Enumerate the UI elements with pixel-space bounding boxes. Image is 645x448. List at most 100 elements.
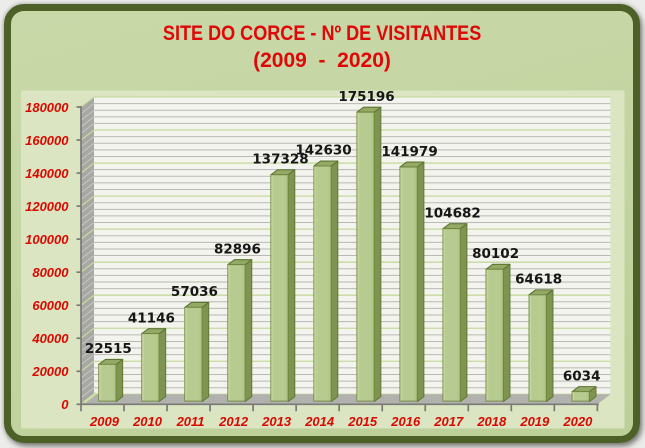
side-wall-line-minor	[80, 301, 95, 313]
side-wall-line-minor	[80, 308, 95, 319]
bar-2015: 175196	[338, 89, 395, 403]
side-wall-line-minor	[80, 149, 95, 161]
x-axis-label: 2018	[476, 414, 507, 429]
side-wall-line-minor	[80, 367, 95, 379]
side-wall-line-minor	[80, 103, 95, 115]
bar-2018: 80102	[472, 246, 519, 403]
x-axis-label: 2014	[304, 414, 335, 429]
bar-side-face	[330, 160, 339, 403]
bar-value-label: 142630	[295, 143, 351, 159]
side-wall-line-minor	[80, 347, 95, 359]
side-wall-line-minor	[80, 380, 95, 392]
x-axis-label: 2009	[89, 414, 120, 429]
bar-value-label: 22515	[85, 341, 132, 357]
bar-value-label: 137328	[252, 151, 308, 167]
y-axis-label: 140000	[25, 166, 69, 181]
side-wall-line-minor	[80, 116, 95, 128]
bar-front-face	[98, 363, 117, 402]
y-axis-label: 80000	[32, 265, 69, 280]
side-wall-line-minor	[80, 156, 95, 167]
bar-side-face	[416, 161, 425, 403]
x-axis-label: 2019	[519, 414, 550, 429]
side-wall-line-minor	[80, 123, 95, 134]
y-axis-label: 20000	[31, 364, 69, 379]
bar-side-face	[459, 223, 468, 403]
bar-2017: 104682	[424, 205, 481, 403]
bar-2010: 41146	[128, 310, 175, 403]
side-wall-line-major	[80, 195, 95, 207]
side-wall-line-major	[80, 327, 95, 339]
side-wall-line-minor	[80, 109, 95, 121]
side-wall-line-minor	[80, 374, 95, 385]
x-axis-label: 2017	[433, 414, 464, 429]
bar-value-label: 64618	[515, 272, 562, 288]
side-wall-line-minor	[80, 255, 95, 266]
x-axis-label: 2012	[218, 414, 249, 429]
side-wall-line-minor	[80, 288, 95, 299]
x-axis-label: 2013	[261, 414, 292, 429]
bar-side-face	[545, 289, 554, 403]
bar-front-face	[399, 166, 418, 402]
side-wall-line-minor	[80, 136, 95, 148]
side-wall-line-minor	[80, 268, 95, 280]
y-axis-label: 0	[61, 397, 69, 412]
gridlines	[94, 96, 611, 395]
bar-2013: 137328	[252, 151, 309, 403]
side-wall-line-major	[80, 96, 95, 108]
side-wall-line-minor	[80, 354, 95, 366]
x-axis-labels: 2009 2010 2011 2012 2013 2014 2015 2016 2017 2018…	[89, 414, 593, 429]
side-wall-line-minor	[80, 222, 95, 233]
x-axis-label: 2015	[347, 414, 378, 429]
x-axis-label: 2020	[562, 414, 593, 429]
side-wall-line-minor	[80, 241, 95, 253]
side-wall-line-minor	[80, 334, 95, 346]
x-axis-label: 2010	[132, 414, 163, 429]
side-wall-line-minor	[80, 321, 95, 333]
side-wall-line-minor	[80, 274, 95, 286]
back-wall	[94, 97, 611, 395]
side-wall-line-minor	[80, 202, 95, 214]
side-wall-line-major	[80, 228, 95, 240]
bar-value-label: 80102	[472, 246, 519, 262]
side-wall-line-major	[80, 162, 95, 174]
side-wall-line-minor	[80, 175, 95, 187]
bar-value-label: 6034	[563, 368, 601, 384]
bar-2016: 141979	[381, 144, 438, 403]
bar-side-face	[287, 169, 296, 403]
bar-2009: 22515	[85, 341, 132, 403]
side-wall-line-minor	[80, 142, 95, 154]
side-wall-line-minor	[80, 215, 95, 227]
side-wall-line-minor	[80, 235, 95, 247]
bar-2012: 82896	[214, 241, 261, 403]
chart-title: SITE DO CORCE - Nº DE VISITANTES	[162, 22, 482, 45]
bar-side-face	[201, 301, 210, 403]
side-wall-line-minor	[80, 387, 95, 399]
bar-2014: 142630	[295, 143, 352, 403]
bar-front-face	[528, 294, 547, 402]
bar-side-face	[502, 263, 511, 403]
y-axis-labels: 0 20000 40000 60000 80000 100000 120000 140000 1…	[25, 100, 69, 412]
side-wall-line-major	[80, 129, 95, 141]
bar-front-face	[571, 391, 590, 402]
y-axis-label: 120000	[25, 199, 69, 214]
y-axis-label: 60000	[32, 298, 69, 313]
bar-value-label: 57036	[171, 284, 218, 300]
side-wall-line-minor	[80, 281, 95, 293]
bar-side-face	[244, 259, 253, 403]
bar-2011: 57036	[171, 284, 218, 403]
y-axis-label: 40000	[31, 331, 69, 346]
bar-front-face	[485, 268, 504, 402]
side-wall-line-minor	[80, 189, 95, 200]
bar-front-face	[442, 228, 461, 402]
bar-front-face	[184, 306, 203, 402]
side-wall-line-minor	[80, 208, 95, 220]
x-axis-label: 2011	[176, 414, 205, 429]
side-wall-line-major	[80, 360, 95, 372]
side-wall-line-minor	[80, 182, 95, 194]
y-axis-label: 100000	[25, 232, 69, 247]
bar-front-face	[356, 111, 375, 402]
bar-front-face	[141, 333, 160, 402]
bar-side-face	[115, 358, 124, 403]
side-wall-line-minor	[80, 169, 95, 181]
